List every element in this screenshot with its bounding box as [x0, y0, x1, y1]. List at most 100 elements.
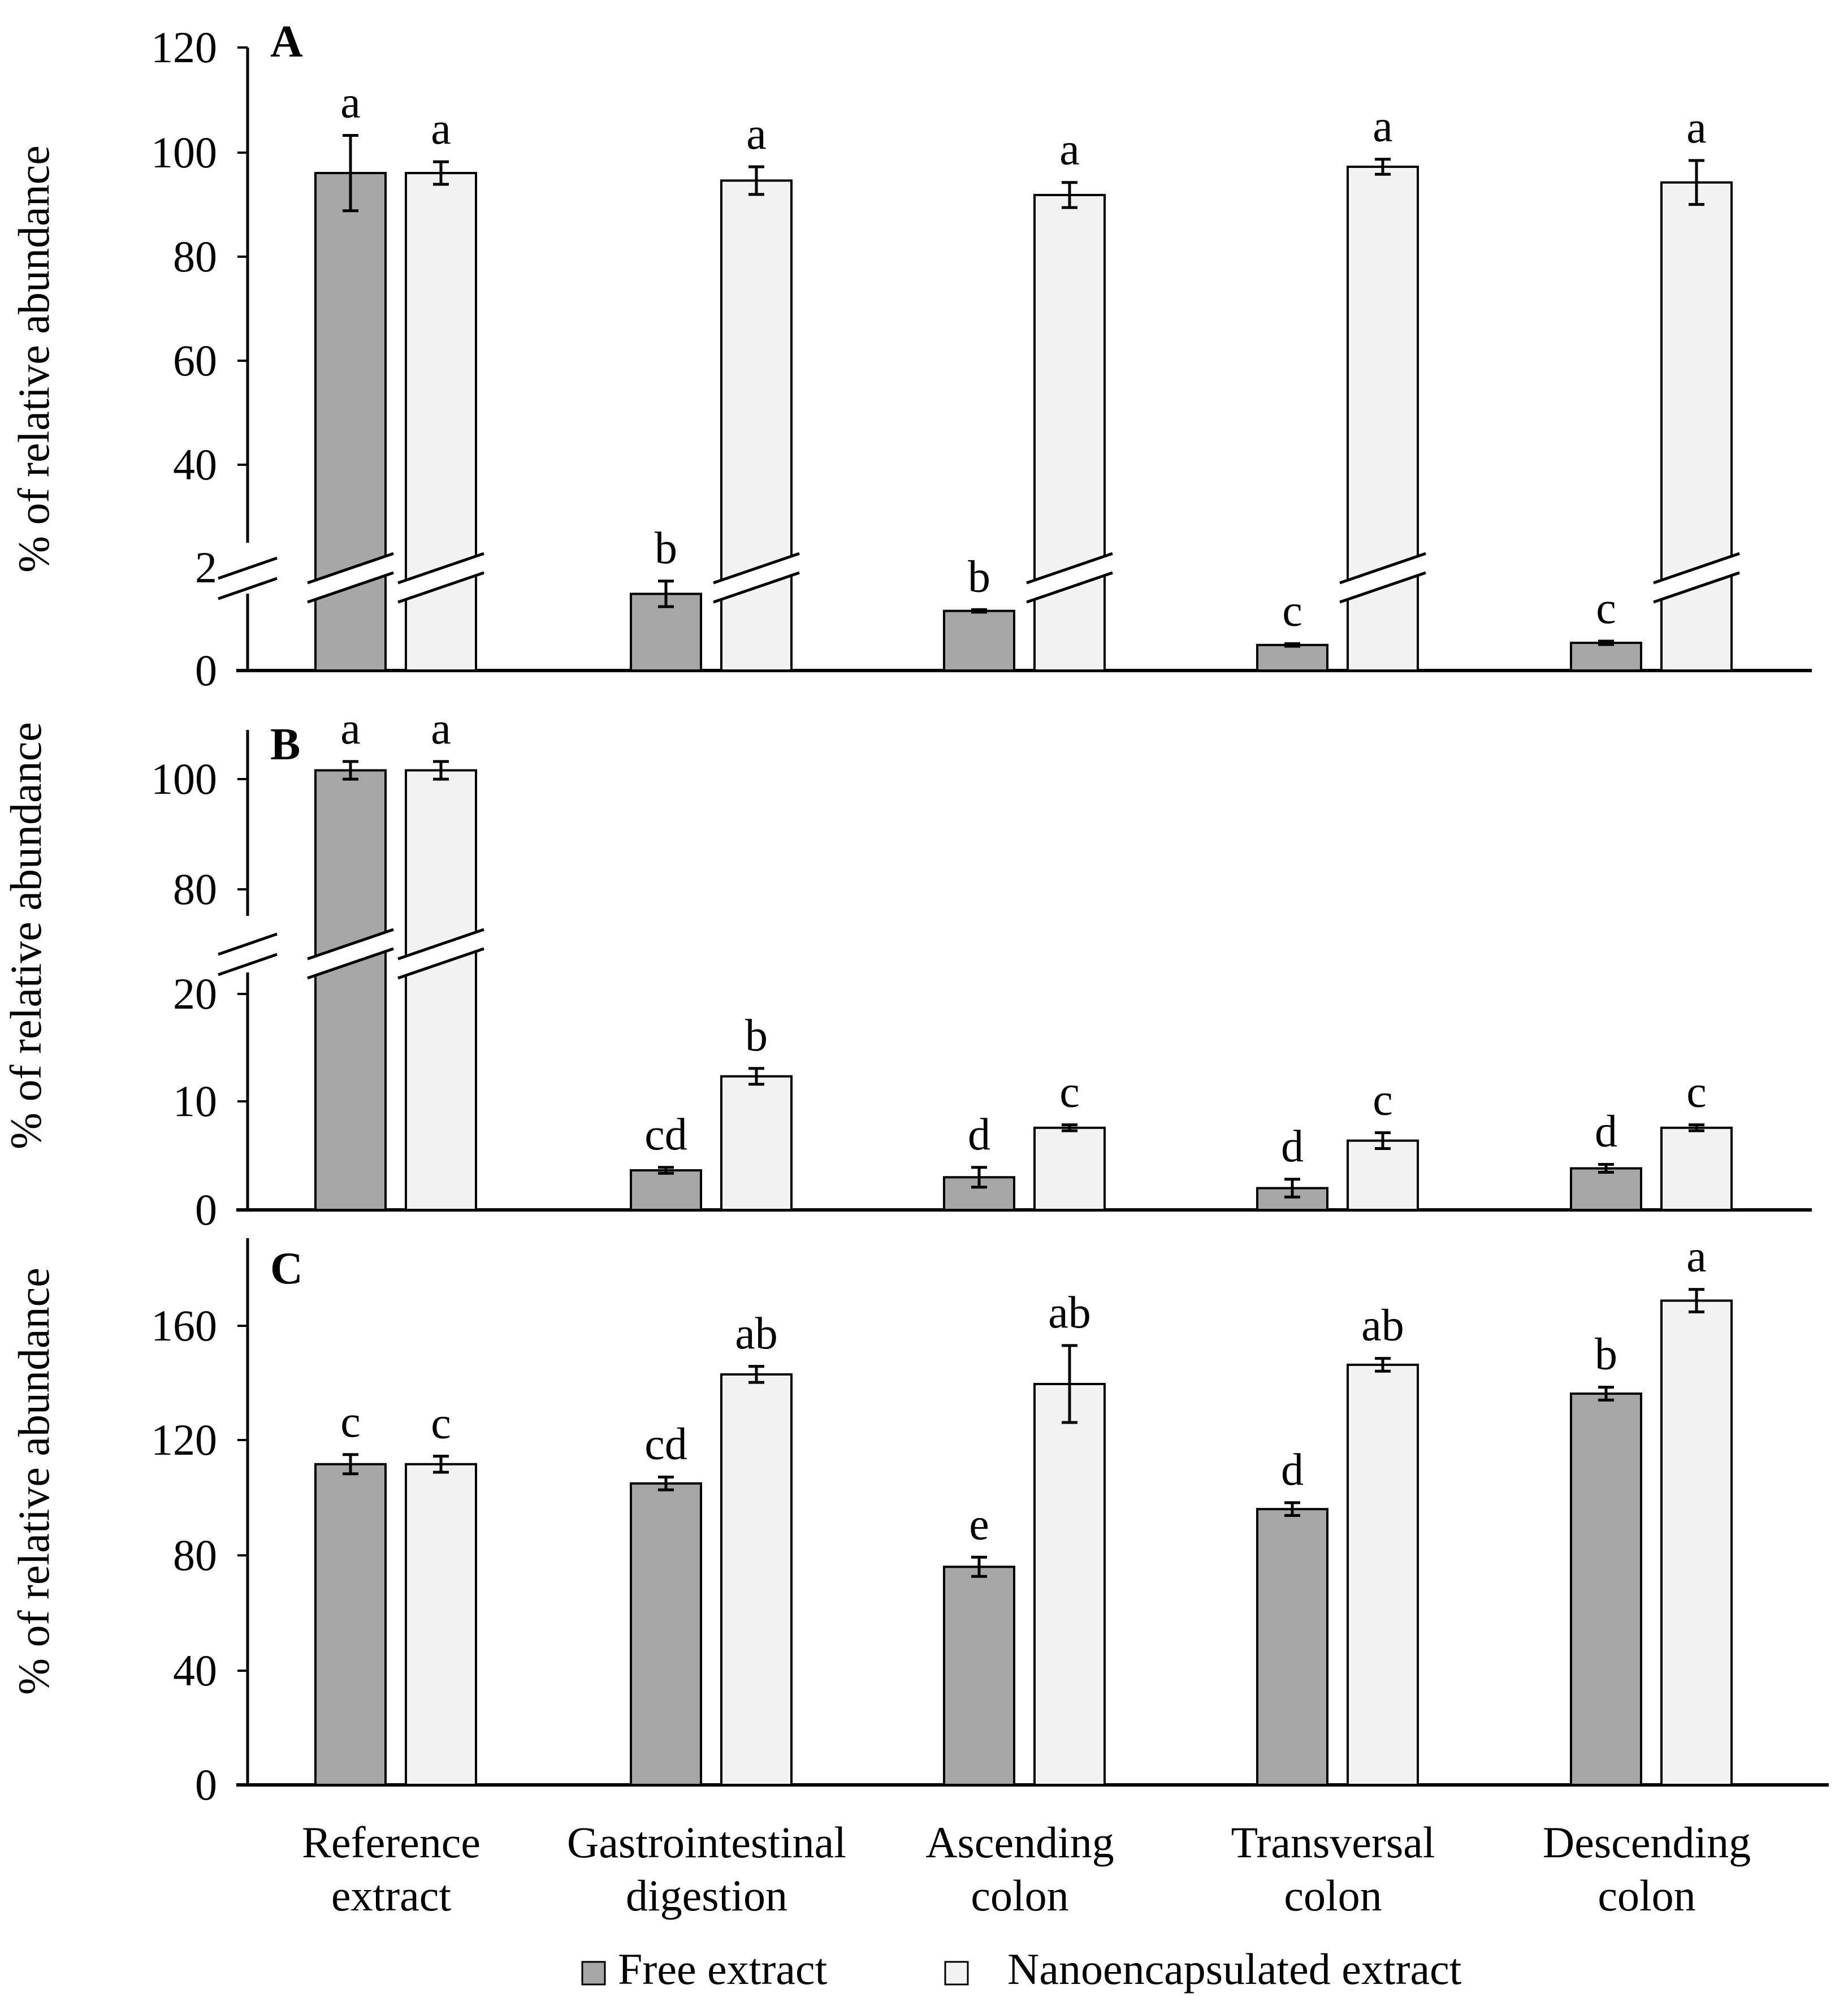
axis-break-gap	[313, 932, 388, 976]
y-tick-label: 10	[173, 1076, 217, 1126]
significance-letter: c	[431, 1399, 451, 1448]
axis-break-mark	[1653, 552, 1740, 585]
axis-break-mark	[1339, 552, 1426, 585]
x-category-label: Gastrointestinal digestion	[567, 1818, 846, 1920]
y-tick-label: 80	[173, 1530, 217, 1580]
y-tick-label: 100	[151, 128, 217, 177]
bar	[405, 1463, 477, 1787]
y-axis-break-mark	[218, 577, 278, 600]
significance-letter: c	[1059, 1067, 1080, 1117]
significance-letter: ab	[735, 1309, 778, 1359]
significance-letter: e	[969, 1499, 989, 1549]
y-tick-label: 0	[195, 1185, 217, 1234]
significance-letter: b	[655, 524, 677, 573]
axis-break-mark	[1026, 571, 1113, 604]
axis-break-gap	[313, 556, 388, 600]
y-tick-label: 20	[173, 969, 217, 1018]
significance-letter: a	[340, 77, 361, 127]
x-category-label-line: colon	[1284, 1871, 1382, 1920]
bar	[943, 1566, 1015, 1786]
plot-layer: % of relative abundanceA02406080100120ab…	[1, 17, 1829, 1920]
x-category-label: Ascending colon	[925, 1818, 1114, 1920]
significance-letter: b	[745, 1011, 768, 1061]
axis-break-mark	[307, 947, 394, 980]
x-category-label-line: digestion	[626, 1871, 787, 1920]
x-category-label-line: colon	[971, 1871, 1068, 1920]
axis-break-gap	[1345, 556, 1420, 600]
panel-label: C	[270, 1244, 303, 1294]
y-tick-label: 80	[173, 864, 217, 914]
y-tick-label: 0	[195, 1760, 217, 1809]
bar	[943, 609, 1015, 672]
significance-letter: c	[340, 1397, 361, 1447]
y-tick-label: 60	[173, 336, 217, 385]
bar	[630, 1169, 702, 1211]
bar	[720, 1373, 793, 1786]
y-axis-label: % of relative abundance	[1, 722, 50, 1149]
axis-break-mark	[713, 552, 800, 585]
bar	[1660, 181, 1733, 672]
significance-letter: d	[968, 1110, 990, 1160]
axis-break-gap	[1659, 556, 1734, 600]
bar	[1033, 1126, 1106, 1211]
legend-label-free: Free extract	[618, 1944, 828, 1994]
significance-letter: a	[1686, 1232, 1707, 1282]
axis-break-mark	[1653, 571, 1740, 604]
axis-break-mark	[1026, 552, 1113, 585]
legend-swatch-free	[581, 1961, 606, 1986]
significance-letter: a	[1686, 103, 1707, 153]
significance-letter: c	[1596, 583, 1616, 633]
y-tick-label: 0	[195, 646, 217, 695]
significance-letter: ab	[1048, 1288, 1091, 1338]
x-category-label: Reference extract	[302, 1818, 481, 1920]
bar	[1570, 642, 1642, 672]
bar	[1660, 1126, 1733, 1211]
x-category-label-line: colon	[1598, 1871, 1695, 1920]
significance-letter: cd	[644, 1110, 687, 1160]
y-tick-label: 100	[151, 754, 217, 803]
bar	[1347, 1363, 1419, 1787]
x-category-label-line: Gastrointestinal	[567, 1818, 846, 1867]
axis-break-mark	[307, 571, 394, 604]
significance-letter: a	[340, 704, 361, 754]
bar	[405, 769, 477, 1211]
y-axis-label: % of relative abundance	[9, 145, 58, 573]
y-axis-break-mark	[218, 556, 278, 580]
significance-letter: d	[1595, 1107, 1617, 1157]
panel-C: % of relative abundance C 0 40 80 120 160 c cd e d…	[9, 1232, 1829, 1809]
legend-swatch-nano	[944, 1961, 969, 1986]
legend: Free extract Nanoencapsulated extract	[581, 1944, 1462, 1994]
bar	[1033, 1382, 1106, 1786]
axis-break-mark	[397, 552, 484, 585]
x-category-label-line: Descending	[1543, 1818, 1751, 1867]
panel-B: % of relative abundance B 0 10 20 80 100 a cd d d d…	[1, 704, 1812, 1234]
x-category-label-line: extract	[331, 1871, 452, 1920]
legend-label-nano: Nanoencapsulated extract	[1007, 1944, 1462, 1994]
axis-break-gap	[1032, 556, 1107, 600]
significance-letter: a	[431, 104, 451, 154]
axis-break-mark	[713, 571, 800, 604]
bar	[720, 1075, 793, 1211]
panel-label: B	[270, 720, 300, 769]
x-category-label: Transversal colon	[1231, 1818, 1435, 1920]
y-tick-label: 80	[173, 232, 217, 281]
x-category-label-line: Ascending	[925, 1818, 1114, 1867]
significance-letter: ab	[1361, 1301, 1404, 1351]
y-axis-label: % of relative abundance	[9, 1268, 58, 1695]
panel-label: A	[270, 17, 303, 67]
axis-break-mark	[397, 947, 484, 980]
significance-letter: a	[1373, 102, 1393, 152]
bar	[1347, 1139, 1419, 1211]
significance-letter: c	[1373, 1075, 1393, 1125]
axis-break-mark	[397, 571, 484, 604]
y-tick-label: 40	[173, 440, 217, 489]
significance-letter: b	[1595, 1330, 1617, 1380]
bar	[1256, 643, 1328, 672]
significance-letter: d	[1281, 1122, 1304, 1171]
axis-break-mark	[307, 552, 394, 585]
panel-A: % of relative abundance A 0 2 40 60 80 100 120 a b…	[9, 17, 1812, 695]
significance-letter: a	[431, 704, 451, 754]
bar	[314, 1463, 387, 1787]
x-category-label: Descending colon	[1543, 1818, 1751, 1920]
